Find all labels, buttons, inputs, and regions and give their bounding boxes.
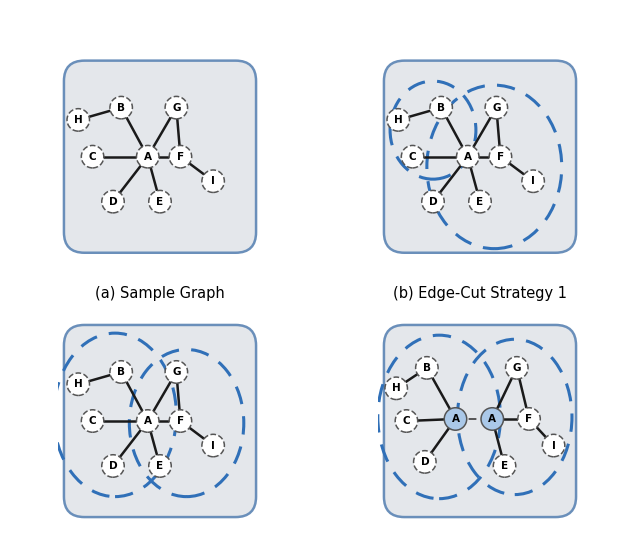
Text: F: F (525, 414, 532, 424)
FancyBboxPatch shape (384, 325, 576, 517)
Circle shape (81, 410, 104, 432)
Circle shape (485, 96, 508, 119)
Text: G: G (513, 363, 521, 373)
Text: H: H (394, 115, 403, 125)
Text: A: A (451, 414, 460, 424)
Text: E: E (476, 197, 484, 207)
Circle shape (415, 356, 438, 379)
FancyBboxPatch shape (384, 60, 576, 253)
Text: F: F (177, 152, 184, 162)
Circle shape (148, 190, 172, 213)
Circle shape (169, 410, 191, 432)
Circle shape (468, 190, 492, 213)
Text: I: I (531, 176, 535, 186)
Circle shape (522, 170, 545, 192)
Circle shape (444, 408, 467, 430)
Text: G: G (492, 102, 500, 113)
Circle shape (401, 146, 424, 168)
Text: A: A (488, 414, 496, 424)
Circle shape (481, 408, 504, 430)
Text: D: D (109, 461, 117, 471)
Text: D: D (420, 457, 429, 467)
Circle shape (169, 146, 191, 168)
Circle shape (202, 434, 225, 457)
Text: (a) Sample Graph: (a) Sample Graph (95, 286, 225, 301)
Text: I: I (211, 440, 215, 451)
FancyBboxPatch shape (64, 325, 256, 517)
Circle shape (506, 356, 528, 379)
Text: C: C (409, 152, 417, 162)
Circle shape (385, 377, 408, 399)
Circle shape (202, 170, 225, 192)
Text: E: E (156, 197, 164, 207)
Text: (b) Edge-Cut Strategy 1: (b) Edge-Cut Strategy 1 (393, 286, 567, 301)
Text: G: G (172, 102, 180, 113)
Text: E: E (501, 461, 508, 471)
Text: A: A (144, 416, 152, 426)
Circle shape (387, 108, 410, 131)
Circle shape (102, 455, 124, 477)
Circle shape (110, 361, 132, 383)
Circle shape (165, 96, 188, 119)
Text: D: D (429, 197, 437, 207)
Circle shape (493, 455, 516, 477)
Circle shape (110, 96, 132, 119)
Text: B: B (423, 363, 431, 373)
Circle shape (81, 146, 104, 168)
Text: D: D (109, 197, 117, 207)
Text: A: A (144, 152, 152, 162)
Text: B: B (117, 367, 125, 377)
Circle shape (489, 146, 511, 168)
Circle shape (102, 190, 124, 213)
Circle shape (518, 408, 540, 430)
Circle shape (136, 146, 159, 168)
Text: A: A (464, 152, 472, 162)
Text: C: C (89, 152, 97, 162)
FancyBboxPatch shape (64, 60, 256, 253)
Text: B: B (437, 102, 445, 113)
Circle shape (430, 96, 452, 119)
Text: E: E (156, 461, 164, 471)
Circle shape (148, 455, 172, 477)
Circle shape (67, 108, 90, 131)
Text: H: H (74, 115, 83, 125)
Text: H: H (392, 383, 401, 393)
Text: I: I (211, 176, 215, 186)
Circle shape (413, 451, 436, 473)
Text: C: C (403, 416, 410, 426)
Circle shape (165, 361, 188, 383)
Text: H: H (74, 379, 83, 389)
Text: C: C (89, 416, 97, 426)
Circle shape (542, 434, 565, 457)
Text: F: F (177, 416, 184, 426)
Circle shape (136, 410, 159, 432)
Text: B: B (117, 102, 125, 113)
Circle shape (456, 146, 479, 168)
Text: G: G (172, 367, 180, 377)
Circle shape (422, 190, 444, 213)
Text: F: F (497, 152, 504, 162)
Text: I: I (552, 440, 556, 451)
Circle shape (67, 373, 90, 396)
Circle shape (395, 410, 418, 432)
